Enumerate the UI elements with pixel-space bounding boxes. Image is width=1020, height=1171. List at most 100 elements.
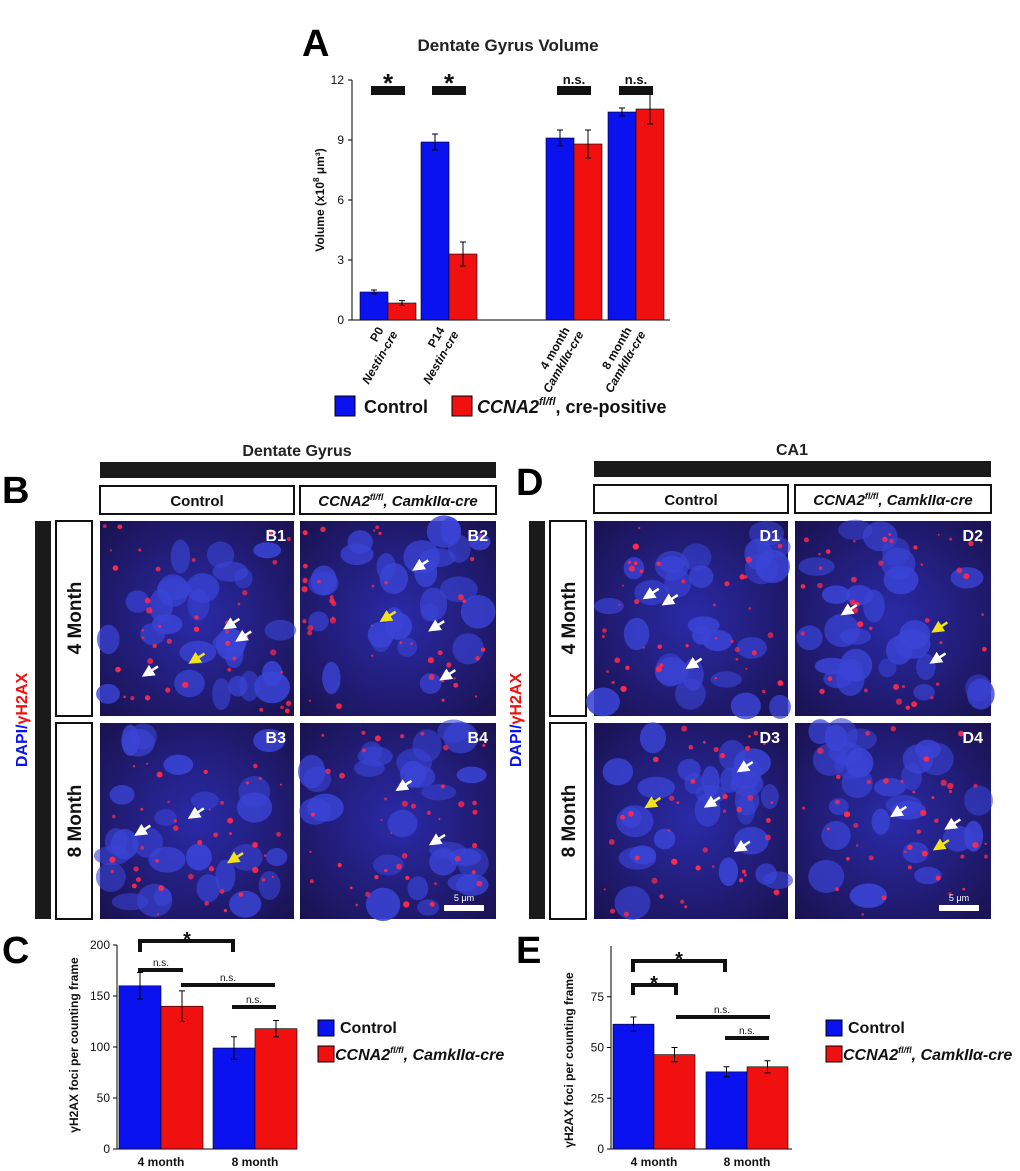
- h2ax-focus: [695, 865, 701, 871]
- nucleus: [873, 777, 906, 797]
- d-side-label: DAPI/γH2AX: [508, 673, 525, 768]
- h2ax-focus: [684, 905, 688, 909]
- h2ax-focus: [744, 575, 748, 579]
- h2ax-focus: [462, 599, 467, 604]
- nucleus: [718, 857, 739, 887]
- yellow-arrow: [226, 851, 244, 864]
- h2ax-focus: [227, 667, 232, 672]
- h2ax-focus: [603, 888, 606, 891]
- white-arrow: [428, 619, 445, 632]
- h2ax-focus: [158, 624, 162, 628]
- h2ax-focus: [302, 530, 308, 536]
- white-arrow: [439, 668, 457, 681]
- h2ax-focus: [317, 579, 321, 584]
- nucleus: [914, 866, 942, 885]
- chart-e-ns-label-cross: n.s.: [714, 1005, 730, 1016]
- h2ax-focus: [225, 640, 231, 646]
- chartC-xtick-label: 4 month: [138, 1155, 185, 1169]
- h2ax-focus: [411, 803, 416, 809]
- micrograph-cell: B1: [96, 521, 297, 716]
- nucleus: [215, 628, 246, 661]
- chartC-bar-mutant: [254, 1028, 298, 1150]
- h2ax-focus: [702, 847, 708, 853]
- h2ax-focus: [426, 810, 432, 815]
- h2ax-focus: [747, 794, 754, 801]
- h2ax-focus: [204, 901, 209, 906]
- h2ax-focus: [365, 891, 371, 897]
- white-arrow: [187, 806, 205, 819]
- micrograph-cell: B3: [93, 723, 294, 919]
- nucleus: [731, 758, 762, 790]
- h2ax-focus: [981, 613, 985, 617]
- chart-e: 0 25 50 75 4 month 8 month * * n.s. n.s.: [591, 946, 792, 1169]
- h2ax-focus: [109, 549, 113, 552]
- h2ax-focus: [109, 856, 116, 863]
- nucleus: [755, 863, 777, 885]
- legend-e-control-label: Control: [848, 1020, 905, 1037]
- chartE-ytick-label: 0: [597, 1142, 604, 1156]
- chartC-bar-control: [212, 1047, 256, 1150]
- h2ax-focus: [237, 602, 241, 606]
- nucleus: [967, 678, 995, 710]
- h2ax-focus: [722, 809, 727, 813]
- h2ax-focus: [984, 842, 987, 845]
- scale-bar: [939, 905, 979, 911]
- chart-a-sig-ns: n.s.: [563, 72, 585, 87]
- chart-c-ylabel: γH2AX foci per counting frame: [67, 957, 81, 1133]
- nucleus: [639, 722, 666, 754]
- nucleus: [163, 754, 194, 775]
- h2ax-focus: [764, 834, 771, 841]
- chartE-error-bar: [630, 1016, 637, 1032]
- h2ax-focus: [849, 599, 856, 606]
- h2ax-focus: [817, 582, 823, 589]
- legend-e-control-swatch: [825, 1019, 843, 1037]
- h2ax-focus: [642, 646, 645, 649]
- h2ax-focus: [817, 747, 824, 755]
- nucleus: [125, 590, 150, 613]
- yellow-arrow: [188, 651, 206, 664]
- h2ax-focus: [446, 662, 452, 668]
- nucleus: [187, 588, 210, 621]
- h2ax-focus: [374, 735, 381, 742]
- h2ax-focus: [931, 796, 935, 800]
- nucleus: [863, 589, 885, 623]
- h2ax-focus: [400, 734, 405, 739]
- h2ax-focus: [963, 573, 970, 580]
- white-arrow: [134, 823, 152, 836]
- nucleus: [839, 628, 872, 645]
- h2ax-focus: [680, 899, 685, 904]
- chart-a-ytick-label: 3: [337, 253, 344, 267]
- white-arrow: [890, 805, 907, 818]
- chart-a-bar-control: [420, 141, 450, 321]
- h2ax-focus: [911, 701, 917, 708]
- d-row-8-box: [549, 722, 587, 920]
- chartE-xtick-label: 4 month: [631, 1155, 678, 1169]
- h2ax-focus: [889, 538, 894, 544]
- nucleus: [760, 784, 779, 809]
- micrograph-grid: B1 B3 B2 B4 5 μm D1 D3 D2 D4 5 μm: [93, 515, 995, 922]
- chartC-bar-control: [118, 985, 162, 1150]
- nucleus: [614, 886, 651, 920]
- h2ax-focus: [141, 629, 144, 632]
- h2ax-focus: [913, 545, 918, 550]
- h2ax-focus: [882, 536, 888, 543]
- chart-a-sig-bar: [557, 86, 591, 95]
- nucleus: [702, 629, 733, 652]
- nucleus: [206, 541, 235, 569]
- h2ax-focus: [667, 829, 671, 832]
- nucleus: [808, 719, 832, 745]
- nucleus: [376, 553, 396, 581]
- b-row-4-box: [55, 520, 93, 717]
- scale-bar: [444, 905, 484, 911]
- h2ax-focus: [208, 866, 215, 872]
- b-col-header-control: [99, 485, 295, 515]
- h2ax-focus: [252, 842, 258, 848]
- white-arrow: [944, 817, 962, 830]
- legend-c-mutant-label: CCNA2fl/fl, CamkIIα-cre: [335, 1045, 504, 1064]
- chart-c-ns-bar-4mo: [138, 968, 183, 972]
- h2ax-focus: [115, 666, 121, 673]
- nucleus: [843, 728, 877, 751]
- h2ax-focus: [739, 574, 746, 580]
- h2ax-focus: [920, 809, 927, 817]
- h2ax-focus: [219, 800, 224, 805]
